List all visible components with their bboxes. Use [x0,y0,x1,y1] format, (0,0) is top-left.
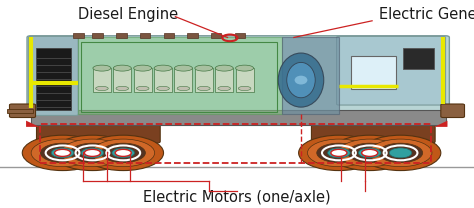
Ellipse shape [174,65,192,71]
FancyBboxPatch shape [27,36,449,116]
Polygon shape [26,121,39,127]
Circle shape [112,148,135,158]
Bar [140,33,150,38]
Circle shape [347,143,392,163]
Circle shape [328,148,350,158]
Bar [211,33,221,38]
Bar [7,109,33,113]
Bar [31,110,446,125]
Bar [154,68,172,92]
Ellipse shape [195,65,213,71]
Circle shape [84,149,100,156]
Circle shape [299,135,379,171]
Circle shape [308,139,370,167]
Circle shape [51,148,74,158]
Polygon shape [434,121,447,127]
Circle shape [101,143,146,163]
Bar [116,33,127,38]
Text: Diesel Engine: Diesel Engine [78,7,178,22]
Text: Electric Generator: Electric Generator [379,7,474,22]
Bar [187,33,198,38]
Bar [36,48,71,110]
Circle shape [52,135,133,171]
FancyBboxPatch shape [9,104,36,118]
Bar [195,68,213,92]
Ellipse shape [287,62,315,98]
FancyBboxPatch shape [28,36,78,115]
Ellipse shape [215,65,233,71]
Bar [73,33,84,38]
Ellipse shape [113,65,131,71]
Ellipse shape [96,86,108,91]
Circle shape [389,148,412,158]
Bar [215,68,233,92]
Bar [164,33,174,38]
Circle shape [31,139,94,167]
Circle shape [378,143,423,163]
Circle shape [362,149,378,156]
Bar [93,68,111,92]
FancyBboxPatch shape [337,36,446,105]
Circle shape [83,135,164,171]
Circle shape [331,149,347,156]
Circle shape [115,149,131,156]
Circle shape [81,148,104,158]
Ellipse shape [236,65,254,71]
Circle shape [70,143,115,163]
Bar [40,124,431,163]
Text: Electric Motors (one/axle): Electric Motors (one/axle) [143,189,331,204]
Ellipse shape [278,53,324,107]
Ellipse shape [218,86,230,91]
Circle shape [40,143,85,163]
Circle shape [338,139,401,167]
Ellipse shape [116,86,128,91]
Circle shape [360,135,441,171]
Bar [78,37,282,114]
Ellipse shape [137,86,149,91]
Ellipse shape [157,86,169,91]
Bar [235,33,245,38]
Ellipse shape [198,86,210,91]
Circle shape [329,135,410,171]
Circle shape [22,135,103,171]
Bar [134,68,152,92]
FancyBboxPatch shape [441,104,465,118]
Bar [113,68,131,92]
Circle shape [55,149,71,156]
Circle shape [61,139,124,167]
Ellipse shape [238,86,251,91]
Circle shape [358,148,381,158]
Bar [92,33,103,38]
Bar [174,68,192,92]
Ellipse shape [294,76,307,84]
Circle shape [317,143,361,163]
Circle shape [92,139,155,167]
FancyBboxPatch shape [311,119,435,143]
Bar [403,48,434,69]
Ellipse shape [154,65,172,71]
Circle shape [369,139,432,167]
Ellipse shape [177,86,190,91]
Bar [236,68,254,92]
Bar [81,42,277,112]
FancyBboxPatch shape [36,119,160,143]
Ellipse shape [93,65,111,71]
Bar [351,56,396,89]
Ellipse shape [134,65,152,71]
Bar [282,37,339,114]
